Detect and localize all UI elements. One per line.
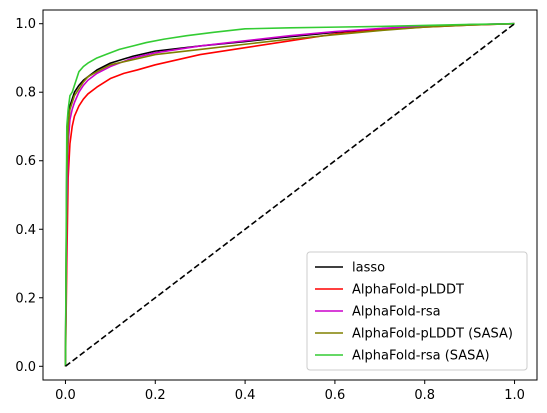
y-tick-label: 0.4 [15, 223, 36, 238]
y-tick-label: 0.8 [15, 86, 36, 101]
legend-label: AlphaFold-rsa (SASA) [352, 349, 490, 364]
y-tick-label: 0.2 [15, 291, 36, 306]
y-tick-label: 0.0 [15, 360, 36, 375]
legend-label: AlphaFold-pLDDT [352, 283, 464, 298]
x-tick-label: 0.2 [145, 388, 166, 403]
x-tick-label: 0.6 [325, 388, 346, 403]
x-tick-label: 0.0 [55, 388, 76, 403]
series-line-alphafold-rsa [64, 22, 515, 367]
series-line-alphafold-plddt-sasa [64, 22, 515, 367]
axes-frame [42, 9, 538, 381]
legend-label: lasso [352, 261, 385, 276]
y-tick-label: 0.6 [15, 154, 36, 169]
x-tick-label: 0.8 [414, 388, 435, 403]
diagonal-reference-line [64, 23, 516, 367]
legend-label: AlphaFold-rsa [352, 305, 441, 320]
x-tick-label: 0.4 [235, 388, 256, 403]
series-line-alphafold-rsa-sasa [64, 22, 515, 367]
x-tick-label: 1.0 [504, 388, 525, 403]
lines-layer [64, 22, 516, 367]
legend-label: AlphaFold-pLDDT (SASA) [352, 327, 513, 342]
legend-box [306, 251, 528, 371]
legend: lasso AlphaFold-pLDDT AlphaFold-rsa AlphaFo… [306, 251, 528, 371]
ticks-layer: 0.0 0.2 0.4 0.6 0.8 1.0 0.0 0.2 0.4 0.6 0.8 1.0 [15, 17, 525, 403]
y-tick-label: 1.0 [15, 17, 36, 32]
